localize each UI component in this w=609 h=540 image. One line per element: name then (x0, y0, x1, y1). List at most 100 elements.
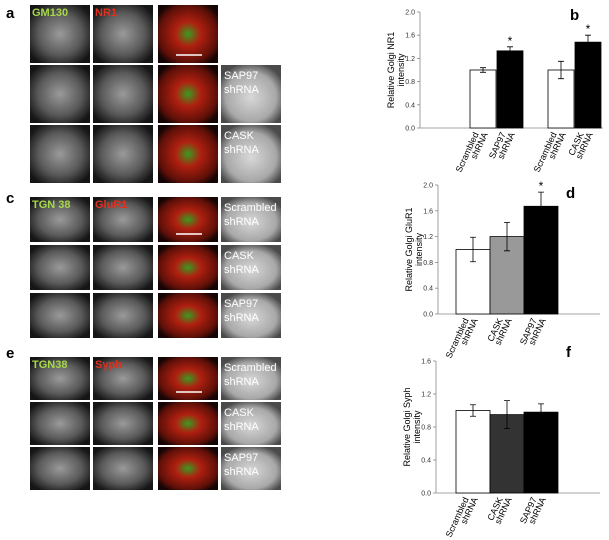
micrograph (221, 125, 281, 183)
y-tick-label: 2.0 (405, 10, 415, 17)
bar (469, 69, 497, 129)
micrograph (93, 447, 153, 490)
row-label: Scrambled (224, 202, 277, 214)
panel-label: c (6, 190, 14, 207)
row-label: Scrambled (224, 362, 277, 374)
y-tick-label: 1.2 (423, 234, 433, 241)
panel-label: d (566, 185, 575, 202)
micrograph (30, 245, 90, 290)
stain-label: NR1 (95, 7, 117, 19)
error-bar (538, 191, 544, 221)
y-axis-label: intensity (414, 232, 424, 266)
significance-marker: * (586, 22, 591, 36)
micrograph (93, 245, 153, 290)
micrograph (158, 293, 218, 338)
error-bar (507, 46, 513, 56)
error-bar (504, 222, 510, 252)
micrograph (30, 5, 90, 63)
micrograph (93, 125, 153, 183)
micrograph (30, 293, 90, 338)
y-axis-label: intensity (412, 410, 422, 444)
micrograph (221, 357, 281, 400)
micrograph (158, 402, 218, 445)
row-label: shRNA (224, 144, 260, 156)
y-tick-label: 1.2 (405, 56, 415, 63)
error-bar (470, 404, 476, 417)
micrograph (221, 402, 281, 445)
bar (455, 410, 491, 494)
y-axis-label: Relative Golgi GluR1 (404, 207, 414, 291)
y-tick-label: 0.4 (423, 286, 433, 293)
bar (523, 411, 559, 494)
row-label: shRNA (224, 421, 260, 433)
micrograph (93, 293, 153, 338)
micrograph (30, 197, 90, 242)
micrograph (158, 245, 218, 290)
row-label: SAP97 (224, 298, 258, 310)
row-label: shRNA (224, 84, 260, 96)
micrograph (221, 245, 281, 290)
bar (574, 41, 602, 129)
micrograph (158, 5, 218, 63)
y-tick-label: 0.4 (421, 458, 431, 465)
y-tick-label: 1.2 (421, 392, 431, 399)
error-bar (470, 236, 476, 263)
micrograph (30, 65, 90, 123)
row-label: shRNA (224, 376, 260, 388)
error-bar (504, 400, 510, 430)
micrograph (93, 402, 153, 445)
panel-label: f (566, 344, 572, 361)
y-tick-label: 0.0 (423, 312, 433, 319)
error-bar (538, 403, 544, 421)
y-tick-label: 2.0 (423, 183, 433, 190)
panel-label: b (570, 7, 579, 24)
row-label: CASK (224, 407, 255, 419)
y-tick-label: 1.6 (405, 33, 415, 40)
micrograph (30, 357, 90, 400)
row-label: CASK (224, 250, 255, 262)
row-label: shRNA (224, 312, 260, 324)
significance-marker: * (508, 34, 513, 48)
error-bar (558, 60, 564, 80)
y-axis-label: intensity (396, 53, 406, 87)
y-tick-label: 0.0 (405, 126, 415, 133)
bar (496, 50, 524, 129)
stain-label: TGN38 (32, 359, 67, 371)
row-label: shRNA (224, 264, 260, 276)
micrograph (93, 5, 153, 63)
row-label: CASK (224, 130, 255, 142)
micrograph (158, 357, 218, 400)
bar (547, 69, 575, 129)
error-bar (585, 34, 591, 50)
row-label: SAP97 (224, 452, 258, 464)
row-label: shRNA (224, 466, 260, 478)
micrograph (221, 447, 281, 490)
bar (523, 205, 559, 315)
stain-label: Syph (95, 359, 122, 371)
y-tick-label: 0.8 (423, 260, 433, 267)
micrograph (221, 197, 281, 242)
y-tick-label: 0.8 (421, 425, 431, 432)
micrograph (158, 125, 218, 183)
micrograph (93, 357, 153, 400)
stain-label: GM130 (32, 7, 68, 19)
micrograph (158, 65, 218, 123)
row-label: shRNA (224, 216, 260, 228)
micrograph (30, 402, 90, 445)
stain-label: GluR1 (95, 199, 127, 211)
row-label: SAP97 (224, 70, 258, 82)
y-axis-label: Relative Golgi Syph (402, 387, 412, 466)
error-bar (480, 67, 486, 73)
micrograph (93, 65, 153, 123)
micrograph (93, 197, 153, 242)
micrograph (158, 447, 218, 490)
panel-label: e (6, 345, 14, 362)
y-tick-label: 0.8 (405, 79, 415, 86)
y-tick-label: 0.4 (405, 102, 415, 109)
y-tick-label: 1.6 (421, 359, 431, 366)
micrograph (221, 293, 281, 338)
micrograph (30, 447, 90, 490)
micrograph (30, 125, 90, 183)
y-tick-label: 0.0 (421, 491, 431, 498)
